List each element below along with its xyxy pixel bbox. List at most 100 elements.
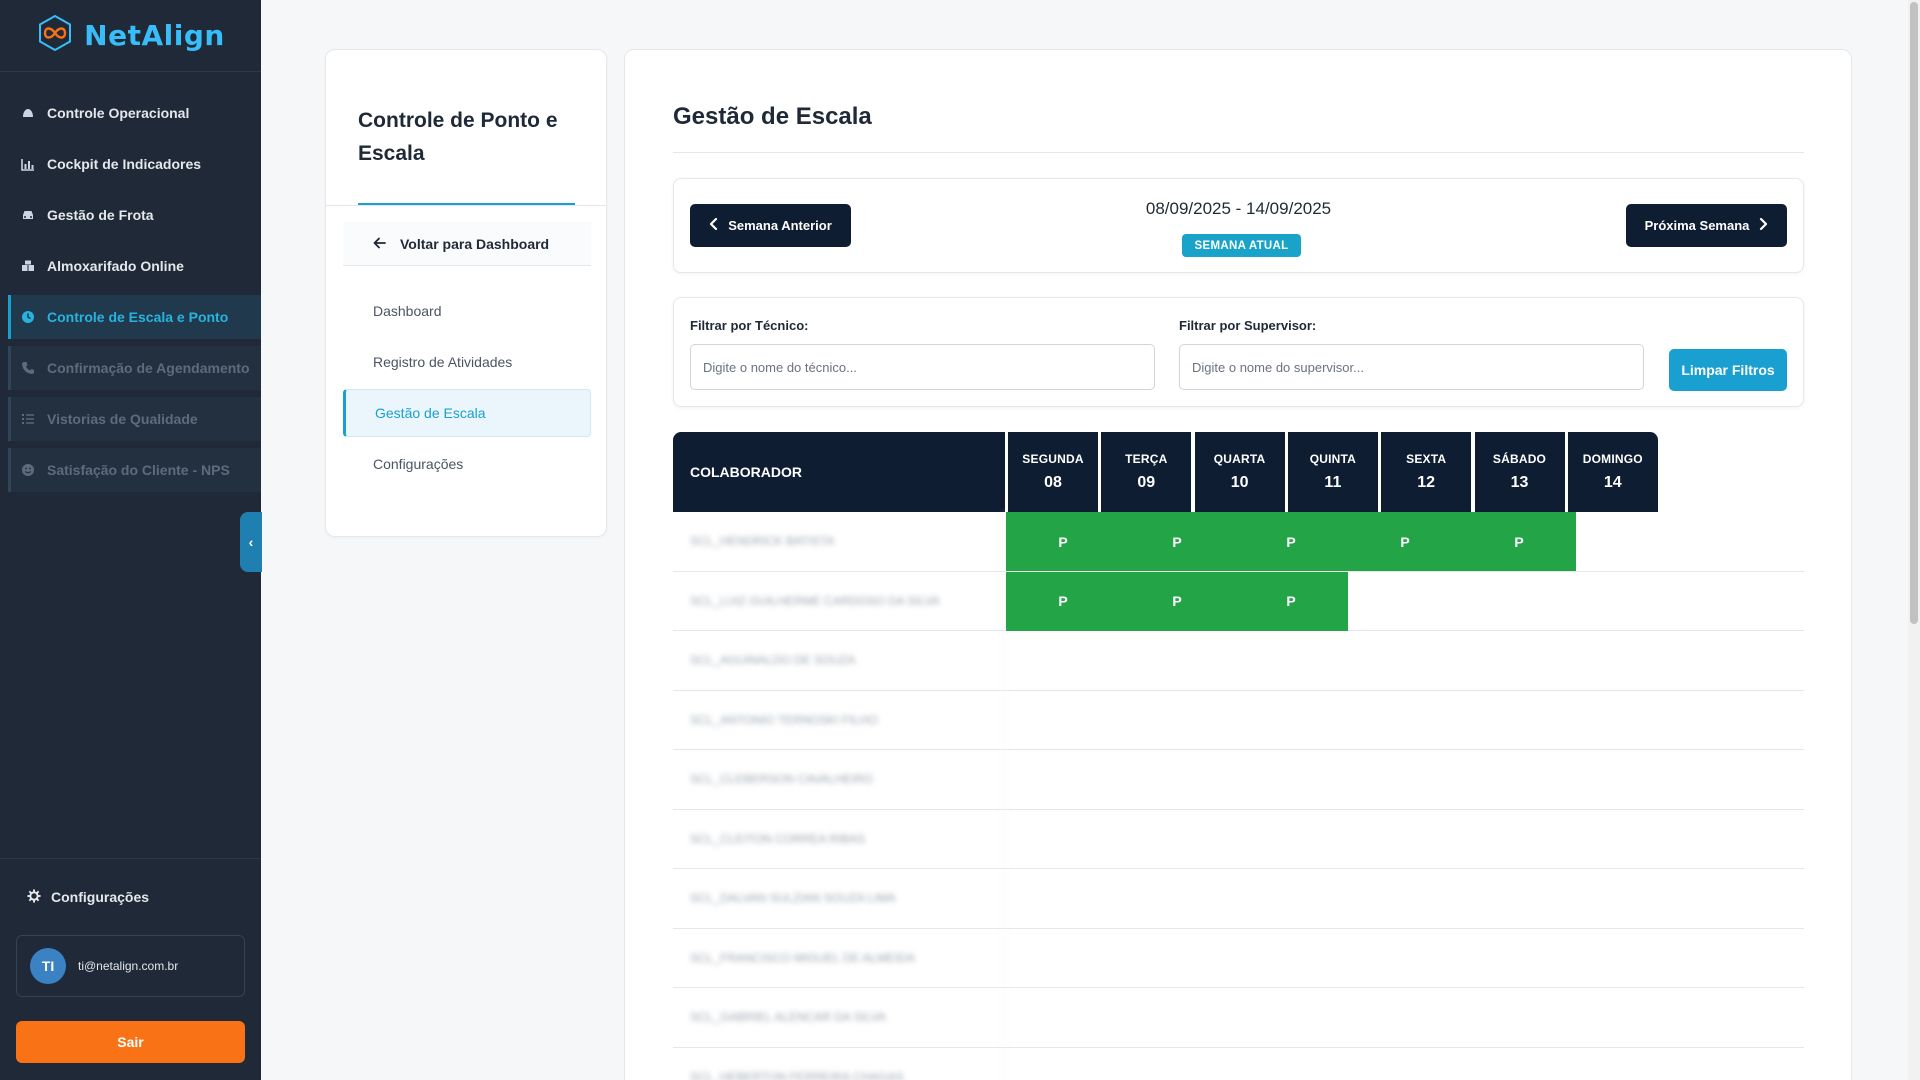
schedule-cell[interactable] <box>1690 631 1804 690</box>
schedule-cell[interactable]: P <box>1462 512 1576 571</box>
module-menu-item[interactable]: Configurações <box>373 456 464 472</box>
sidebar-footer: Configurações TI ti@netalign.com.br Sair <box>0 858 261 1080</box>
schedule-cell[interactable] <box>1348 572 1462 631</box>
schedule-cell[interactable] <box>1234 929 1348 988</box>
sidebar-item-controle-de-escala-e-ponto[interactable]: Controle de Escala e Ponto <box>8 295 261 339</box>
schedule-cell[interactable] <box>1576 512 1690 571</box>
schedule-cell[interactable] <box>1120 631 1234 690</box>
schedule-cell[interactable] <box>1462 572 1576 631</box>
schedule-cell[interactable] <box>1348 631 1462 690</box>
schedule-cell[interactable] <box>1120 869 1234 928</box>
schedule-cell[interactable] <box>1120 691 1234 750</box>
schedule-cell[interactable] <box>1234 869 1348 928</box>
next-week-button[interactable]: Próxima Semana <box>1626 204 1787 247</box>
schedule-cell[interactable] <box>1690 929 1804 988</box>
logout-button[interactable]: Sair <box>16 1021 245 1063</box>
user-card[interactable]: TI ti@netalign.com.br <box>16 935 245 997</box>
schedule-cell[interactable] <box>1462 631 1576 690</box>
schedule-cell[interactable]: P <box>1006 571 1120 631</box>
chart-icon <box>20 156 36 172</box>
technician-filter-input[interactable] <box>690 344 1155 390</box>
schedule-cell[interactable] <box>1120 929 1234 988</box>
back-to-dashboard-link[interactable]: Voltar para Dashboard <box>343 222 591 266</box>
clear-filters-button[interactable]: Limpar Filtros <box>1669 349 1787 391</box>
schedule-cell[interactable] <box>1690 1048 1804 1080</box>
schedule-cell[interactable] <box>1348 810 1462 869</box>
supervisor-filter-input[interactable] <box>1179 344 1644 390</box>
schedule-cell[interactable] <box>1462 691 1576 750</box>
schedule-cell[interactable] <box>1576 988 1690 1047</box>
sidebar-item-cockpit-de-indicadores[interactable]: Cockpit de Indicadores <box>8 142 261 186</box>
module-menu-item[interactable]: Dashboard <box>373 303 442 319</box>
schedule-cell[interactable]: P <box>1234 571 1348 631</box>
schedule-cell[interactable]: P <box>1120 512 1234 571</box>
schedule-cell[interactable] <box>1234 691 1348 750</box>
day-column-header: SEXTA 12 <box>1381 432 1472 512</box>
schedule-cell[interactable]: P <box>1234 512 1348 571</box>
schedule-cell[interactable] <box>1690 572 1804 631</box>
schedule-cell[interactable] <box>1576 1048 1690 1080</box>
schedule-cell[interactable] <box>1690 750 1804 809</box>
sidebar-settings-link[interactable]: Configurações <box>0 883 261 911</box>
schedule-cell[interactable] <box>1234 750 1348 809</box>
schedule-cell[interactable] <box>1576 929 1690 988</box>
module-menu-item[interactable]: Gestão de Escala <box>343 389 591 437</box>
page-scrollbar[interactable] <box>1908 0 1920 1080</box>
sidebar-item-label: Cockpit de Indicadores <box>47 156 202 172</box>
schedule-cell[interactable] <box>1576 691 1690 750</box>
schedule-cell[interactable] <box>1462 750 1576 809</box>
schedule-cell[interactable] <box>1576 750 1690 809</box>
sidebar-item-almoxarifado-online[interactable]: Almoxarifado Online <box>8 244 261 288</box>
schedule-cell[interactable] <box>1006 691 1120 750</box>
schedule-cell[interactable] <box>1348 691 1462 750</box>
schedule-cell[interactable] <box>1690 810 1804 869</box>
schedule-cell[interactable] <box>1120 750 1234 809</box>
sidebar-item-controle-operacional[interactable]: Controle Operacional <box>8 91 261 135</box>
day-name: QUARTA <box>1213 452 1266 466</box>
list-icon <box>20 411 36 427</box>
schedule-cell[interactable] <box>1462 810 1576 869</box>
schedule-cell[interactable] <box>1462 1048 1576 1080</box>
schedule-cell[interactable] <box>1006 988 1120 1047</box>
schedule-cell[interactable] <box>1120 1048 1234 1080</box>
schedule-cell[interactable] <box>1348 869 1462 928</box>
schedule-cell[interactable] <box>1576 869 1690 928</box>
schedule-cell[interactable] <box>1234 1048 1348 1080</box>
schedule-cell[interactable] <box>1006 750 1120 809</box>
brand[interactable]: NetAlign <box>0 0 261 72</box>
schedule-cell[interactable] <box>1690 869 1804 928</box>
table-row: SCL_FRANCISCO MIGUEL DE ALMEIDA <box>673 928 1804 988</box>
schedule-cell[interactable] <box>1006 1048 1120 1080</box>
schedule-cell[interactable] <box>1576 810 1690 869</box>
schedule-cell[interactable] <box>1690 988 1804 1047</box>
schedule-cell[interactable] <box>1348 1048 1462 1080</box>
schedule-cell[interactable]: P <box>1348 512 1462 571</box>
schedule-cell[interactable] <box>1576 572 1690 631</box>
schedule-cell[interactable] <box>1006 929 1120 988</box>
schedule-cell[interactable] <box>1234 988 1348 1047</box>
schedule-cell[interactable] <box>1576 631 1690 690</box>
schedule-cell[interactable] <box>1462 988 1576 1047</box>
schedule-cell[interactable]: P <box>1120 571 1234 631</box>
schedule-cell[interactable] <box>1120 988 1234 1047</box>
collapse-sidebar-button[interactable]: ‹ <box>240 512 262 572</box>
previous-week-button[interactable]: Semana Anterior <box>690 204 851 247</box>
module-menu-item[interactable]: Registro de Atividades <box>373 354 513 370</box>
schedule-cell[interactable] <box>1348 929 1462 988</box>
schedule-cell[interactable] <box>1690 691 1804 750</box>
schedule-cell[interactable] <box>1462 929 1576 988</box>
schedule-cell[interactable] <box>1006 810 1120 869</box>
schedule-cell[interactable] <box>1006 869 1120 928</box>
schedule-cell[interactable] <box>1348 750 1462 809</box>
sidebar-item-gestao-de-frota[interactable]: Gestão de Frota <box>8 193 261 237</box>
schedule-cell[interactable] <box>1690 512 1804 571</box>
schedule-cell[interactable] <box>1234 810 1348 869</box>
scrollbar-thumb[interactable] <box>1910 2 1918 624</box>
schedule-cell[interactable] <box>1120 810 1234 869</box>
schedule-cell[interactable] <box>1234 631 1348 690</box>
schedule-cell[interactable] <box>1348 988 1462 1047</box>
schedule-cell[interactable]: P <box>1006 512 1120 571</box>
schedule-cell[interactable] <box>1006 631 1120 690</box>
schedule-cell[interactable] <box>1462 869 1576 928</box>
day-number: 13 <box>1510 474 1529 491</box>
